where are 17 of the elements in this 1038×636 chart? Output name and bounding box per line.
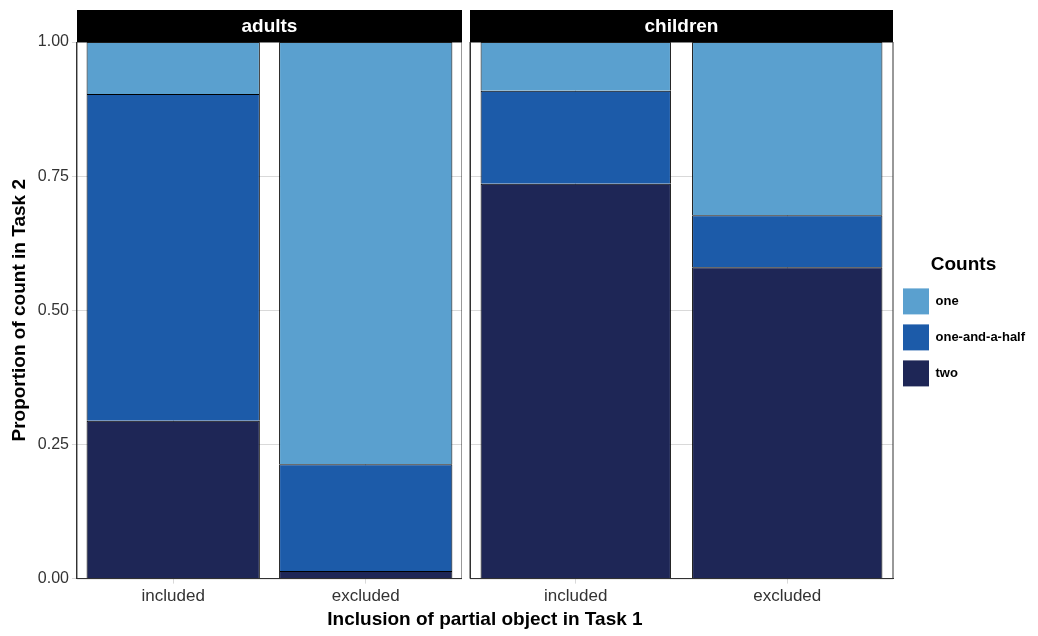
y-tick-label: 0.75 [37, 166, 70, 184]
y-tick-label: 1.00 [37, 32, 70, 50]
chart-title: adults [76, 10, 462, 42]
x-tick-label: included [141, 586, 205, 606]
legend-label: one [935, 292, 959, 308]
y-tick-label: 0.00 [37, 569, 70, 587]
chart-title: children [470, 10, 893, 42]
y-tick-label: 0.25 [37, 434, 70, 452]
legend-title: Counts [930, 253, 997, 275]
x-tick-label: excluded [753, 586, 822, 606]
x-tick-label: excluded [331, 586, 400, 606]
y-tick-label: 0.50 [37, 300, 70, 318]
y-axis-title: Proportion of count in Task 2 [7, 179, 29, 442]
x-axis-title: Inclusion of partial object in Task 1 [326, 608, 644, 630]
legend-label: one-and-a-half [935, 328, 1026, 344]
x-tick-label: included [544, 586, 608, 606]
legend-label: two [935, 364, 958, 380]
